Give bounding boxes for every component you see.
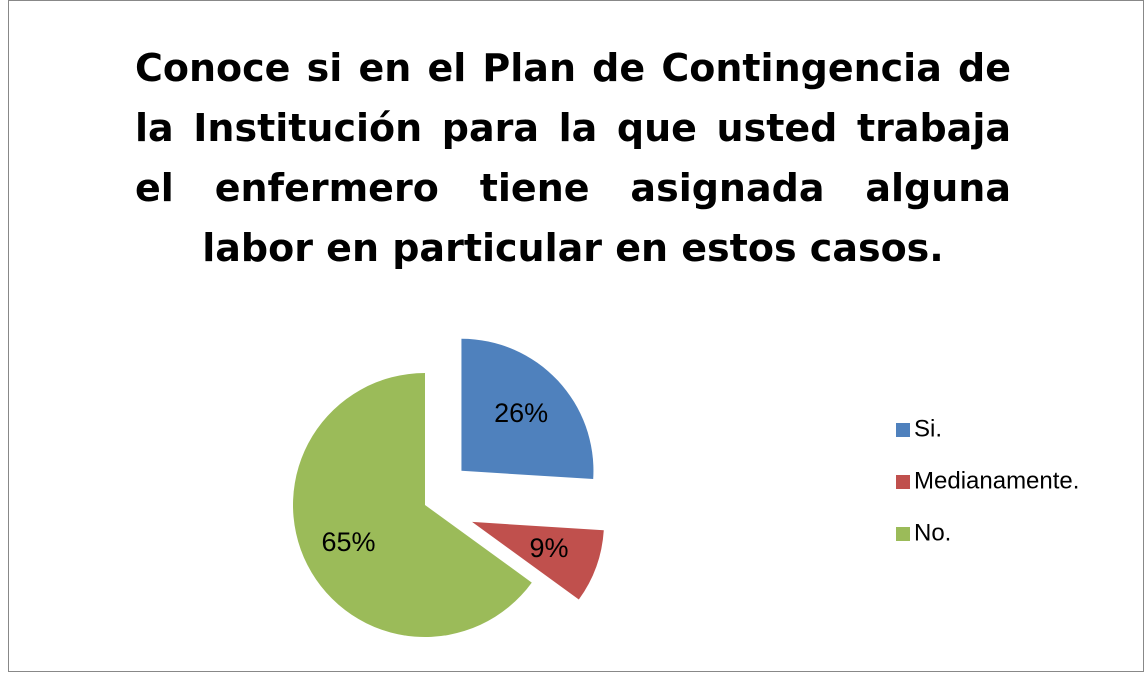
chart-frame <box>8 0 1144 672</box>
data-label: 9% <box>530 533 569 563</box>
pie-slice <box>472 521 604 600</box>
pie-slice <box>461 338 594 480</box>
legend-swatch <box>896 527 910 541</box>
data-label: 26% <box>494 398 548 428</box>
legend-swatch <box>896 423 910 437</box>
legend-label: Medianamente. <box>914 467 1079 494</box>
chart-title: Conoce si en el Plan de Contingencia de … <box>135 46 1011 270</box>
legend-label: Si. <box>914 415 942 442</box>
pie-slice <box>292 373 532 637</box>
legend-label: No. <box>914 519 951 546</box>
data-label: 65% <box>322 527 376 557</box>
legend-swatch <box>896 475 910 489</box>
